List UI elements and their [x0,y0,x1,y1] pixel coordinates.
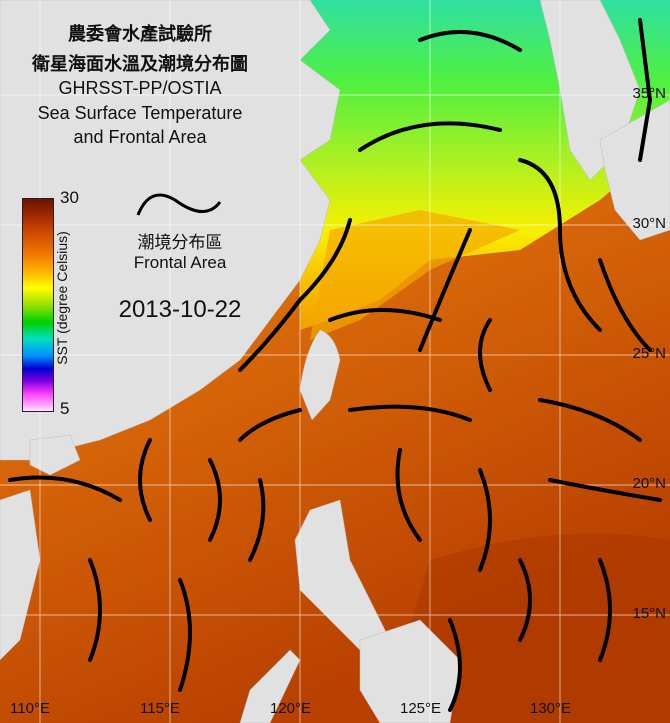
land-japan [599,99,670,241]
lon-label: 125°E [400,700,442,717]
map-date: 2013-10-22 [118,296,242,323]
colorbar [22,198,54,412]
lat-label: 25°N [632,345,666,362]
title-line3: GHRSST-PP/OSTIA [58,78,222,98]
land-vietnam [0,489,41,661]
lat-label: 30°N [632,215,666,232]
title-line5: and Frontal Area [73,127,207,147]
colorbar-min: 5 [60,399,70,418]
colorbar-max: 30 [60,188,79,207]
frontal-areas [8,18,662,712]
lat-label: 20°N [632,475,666,492]
front-legend-symbol [136,193,222,216]
land-philippines-south [359,619,461,723]
lat-label: 15°N [632,605,666,622]
front-label-en: Frontal Area [133,253,227,272]
land-borneo [239,649,301,723]
lon-label: 120°E [270,700,312,717]
land-hainan [29,434,81,476]
colorbar-label: SST (degree Celsius) [54,231,70,365]
title-line2: 衛星海面水溫及潮境分布圖 [32,54,248,75]
lat-label: 35°N [632,85,666,102]
lon-label: 115°E [140,700,180,717]
front-label-zh: 潮境分布區 [137,233,223,253]
lon-label: 130°E [530,700,572,717]
warm-coastal-band [310,210,520,340]
lon-label: 110°E [10,700,50,717]
title-line1: 農委會水產試驗所 [68,24,212,45]
land-taiwan [299,329,341,421]
title-line4: Sea Surface Temperature [37,103,243,123]
